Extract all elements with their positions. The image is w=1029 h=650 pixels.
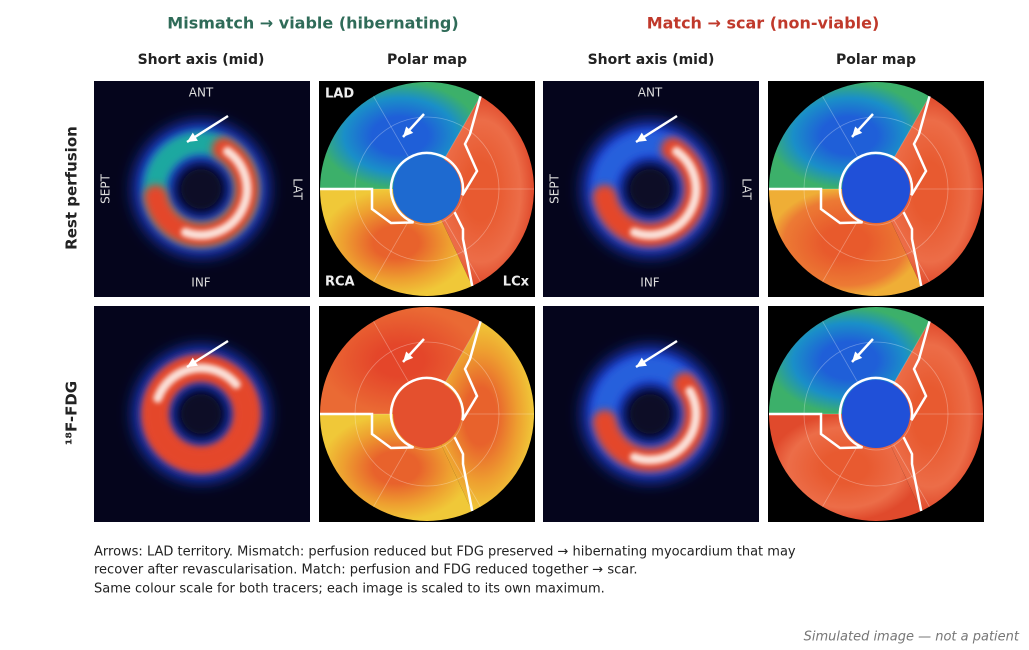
cavity bbox=[181, 169, 221, 209]
orientation-label: LAT bbox=[291, 178, 305, 200]
column-title: Short axis (mid) bbox=[138, 52, 265, 68]
polar-spoke bbox=[444, 219, 481, 282]
arrow-head bbox=[403, 351, 414, 362]
orientation-label: SEPT bbox=[548, 173, 562, 203]
territory-border bbox=[453, 211, 474, 287]
polar-spoke bbox=[893, 444, 930, 507]
territory-border bbox=[453, 436, 474, 512]
column-title: Short axis (mid) bbox=[588, 52, 715, 68]
hot-core bbox=[629, 146, 701, 240]
cavity bbox=[630, 394, 670, 434]
hot-core bbox=[629, 386, 701, 465]
territory-border bbox=[320, 320, 482, 450]
lcx-territory bbox=[427, 96, 535, 286]
lcx-territory bbox=[427, 321, 534, 511]
arrow-head bbox=[187, 132, 198, 142]
apex bbox=[842, 380, 910, 448]
apex bbox=[842, 155, 910, 223]
polar-spoke bbox=[893, 321, 930, 384]
arrow-head bbox=[636, 357, 647, 367]
polar-spoke bbox=[373, 321, 410, 384]
column-title: Polar map bbox=[836, 52, 916, 68]
polar-spoke bbox=[444, 96, 481, 159]
group-title: Match → scar (non-viable) bbox=[647, 14, 880, 33]
apex bbox=[393, 155, 461, 223]
orientation-label: LAT bbox=[740, 178, 754, 200]
hot-core bbox=[180, 146, 252, 240]
orientation-label: INF bbox=[191, 276, 211, 290]
polar-spoke bbox=[822, 96, 859, 159]
polar-spoke bbox=[822, 321, 859, 384]
lcx-territory bbox=[876, 321, 983, 511]
cavity bbox=[181, 394, 221, 434]
caption: Same colour scale for both tracers; each… bbox=[94, 582, 605, 597]
footer: Simulated image — not a patient bbox=[804, 630, 1020, 645]
territory-border bbox=[320, 95, 482, 225]
polar-spoke bbox=[822, 219, 859, 282]
orientation-label: SEPT bbox=[99, 173, 113, 203]
territory-border bbox=[769, 95, 931, 225]
arrow-head bbox=[403, 126, 414, 137]
territory-border bbox=[769, 320, 931, 450]
polar-spoke bbox=[893, 219, 930, 282]
orientation-label: INF bbox=[640, 276, 660, 290]
lcx-territory bbox=[876, 96, 983, 286]
polar-spoke bbox=[893, 96, 930, 159]
caption: recover after revascularisation. Match: … bbox=[94, 563, 638, 578]
orientation-label: ANT bbox=[638, 86, 663, 100]
territory-label: RCA bbox=[325, 275, 355, 290]
polar-spoke bbox=[373, 96, 410, 159]
arrow-head bbox=[852, 126, 863, 137]
apex bbox=[393, 380, 461, 448]
arrow-head bbox=[852, 351, 863, 362]
territory-label: LAD bbox=[325, 87, 354, 102]
row-title: Rest perfusion bbox=[63, 126, 81, 250]
territory-border bbox=[902, 436, 923, 512]
column-title: Polar map bbox=[387, 52, 467, 68]
row-title: ¹⁸F-FDG bbox=[63, 381, 81, 445]
territory-label: LCx bbox=[503, 275, 530, 290]
caption: Arrows: LAD territory. Mismatch: perfusi… bbox=[94, 545, 796, 560]
polar-spoke bbox=[444, 321, 481, 384]
group-title: Mismatch → viable (hibernating) bbox=[167, 14, 458, 33]
arrow-head bbox=[636, 132, 647, 142]
cavity bbox=[630, 169, 670, 209]
territory-border bbox=[902, 211, 923, 287]
polar-spoke bbox=[373, 219, 410, 282]
polar-spoke bbox=[822, 444, 859, 507]
polar-spoke bbox=[444, 444, 481, 507]
orientation-label: ANT bbox=[189, 86, 214, 100]
polar-spoke bbox=[373, 444, 410, 507]
arrow-head bbox=[187, 357, 198, 367]
hot-core bbox=[153, 363, 241, 403]
